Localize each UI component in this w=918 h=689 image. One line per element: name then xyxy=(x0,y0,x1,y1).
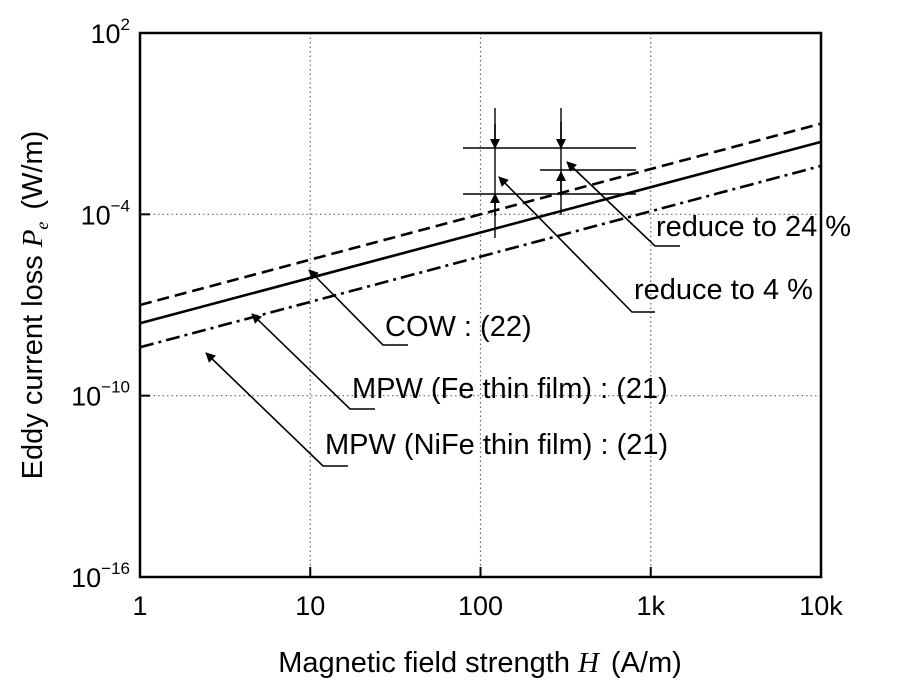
x-tick-label: 100 xyxy=(458,591,503,621)
x-tick-labels: 1 10 100 1k 10k xyxy=(132,591,843,621)
series-label-cow: COW : (22) xyxy=(309,270,532,345)
y-axis-symbol: P xyxy=(17,230,49,249)
series-label-fe-text: MPW (Fe thin film) : (21) xyxy=(352,373,668,405)
series-label-nife-text: MPW (NiFe thin film) : (21) xyxy=(325,429,668,461)
x-tick-label: 1 xyxy=(132,591,147,621)
y-tick-label-exponent: −16 xyxy=(101,559,130,578)
y-tick-label-base: 10 xyxy=(81,200,111,230)
y-tick-label: 102 xyxy=(90,15,130,49)
y-tick-label-base: 10 xyxy=(90,19,120,49)
y-tick-label-exponent: 2 xyxy=(121,15,130,34)
y-tick-label: 10−10 xyxy=(71,378,130,412)
x-axis-title-text: Magnetic field strength xyxy=(278,647,570,679)
y-axis-unit: (W/m) xyxy=(17,131,49,210)
y-tick-label-exponent: −10 xyxy=(101,378,130,397)
x-axis-title: Magnetic field strength H (A/m) xyxy=(278,647,682,679)
series-label-cow-text: COW : (22) xyxy=(385,311,532,343)
x-tick-label: 1k xyxy=(636,591,665,621)
y-tick-label: 10−16 xyxy=(71,559,130,593)
reduce-4-leader xyxy=(499,177,655,312)
series-label-nife: MPW (NiFe thin film) : (21) xyxy=(206,353,668,466)
y-tick-label-base: 10 xyxy=(71,382,101,412)
y-tick-label-exponent: −4 xyxy=(111,196,130,215)
x-axis-unit: (A/m) xyxy=(611,647,682,679)
y-axis-subscript: e xyxy=(32,222,52,230)
y-axis-title-text: Eddy current loss xyxy=(17,255,49,479)
x-axis-symbol: H xyxy=(577,647,601,679)
reduce-24-label: reduce to 24 % xyxy=(656,211,851,243)
x-tick-label: 10k xyxy=(799,591,843,621)
reduce-4-label: reduce to 4 % xyxy=(634,274,813,306)
x-tick-label: 10 xyxy=(295,591,325,621)
annotation-reduce-24: reduce to 24 % xyxy=(463,108,851,246)
y-tick-label: 10−4 xyxy=(81,196,130,230)
y-tick-label-base: 10 xyxy=(71,563,101,593)
y-axis-title: Eddy current loss Pe (W/m) xyxy=(17,131,52,480)
